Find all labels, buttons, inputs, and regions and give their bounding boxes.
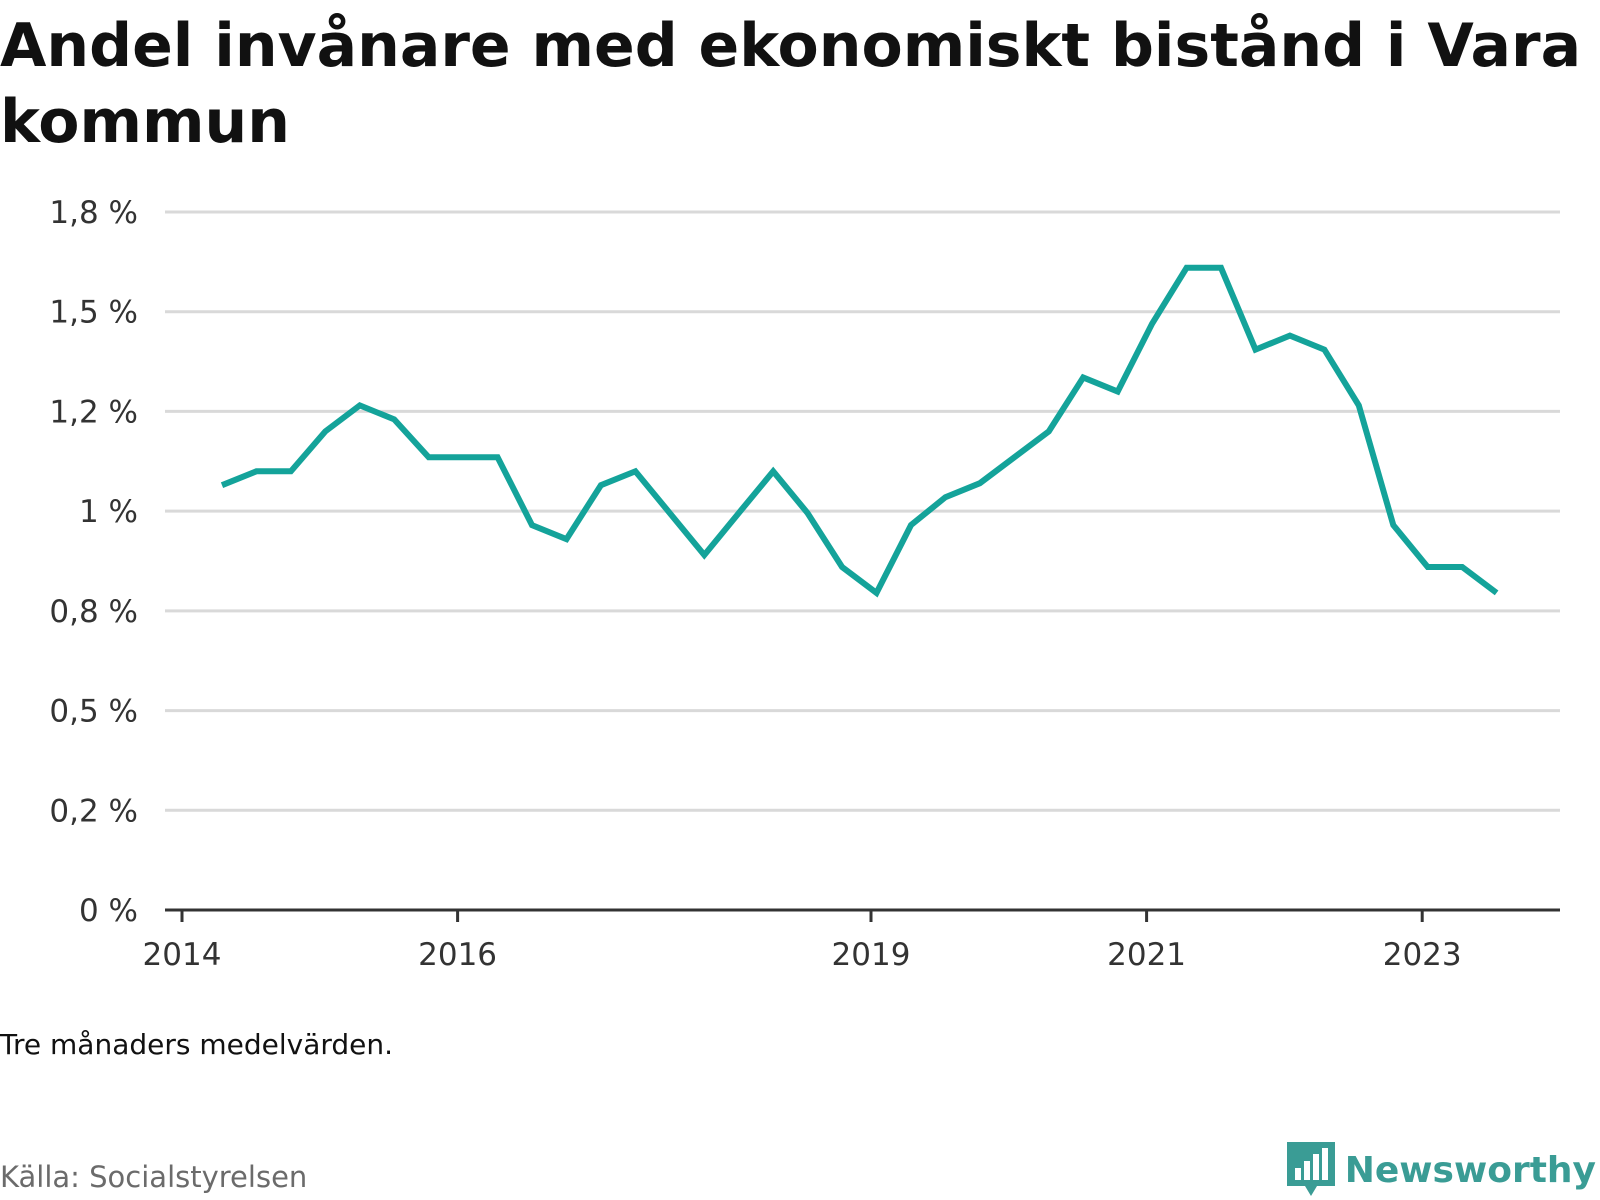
y-axis-tick-labels: 0 % 0,2 % 0,5 % 0,8 % 1 % 1,2 % 1,5 % 1,8 % [49, 195, 138, 929]
brand-logo[interactable]: Newsworthy [1286, 1142, 1596, 1198]
line-chart: 0 % 0,2 % 0,5 % 0,8 % 1 % 1,2 % 1,5 % 1,8 % 201… [49, 195, 1560, 973]
x-tick-label: 2023 [1383, 937, 1462, 973]
gridlines [165, 210, 1560, 812]
x-tick-label: 2019 [832, 937, 911, 973]
chart-title: Andel invånare med ekonomiskt bistånd i … [0, 11, 1582, 157]
series-lines [220, 264, 1499, 598]
x-tick-label: 2021 [1107, 937, 1186, 973]
brand-name: Newsworthy [1344, 1149, 1596, 1191]
y-tick-label: 1 % [79, 494, 138, 530]
y-tick-label: 1,2 % [49, 394, 138, 430]
y-tick-label: 0,8 % [49, 594, 138, 630]
y-tick-label: 0,5 % [49, 694, 138, 730]
y-tick-label: 0,2 % [49, 793, 138, 829]
source-text: Källa: Socialstyrelsen [0, 1160, 308, 1194]
series-line [220, 264, 1499, 598]
x-axis-ticks: 2014 2016 2019 2021 2023 [143, 910, 1462, 973]
x-tick-label: 2016 [418, 937, 497, 973]
y-tick-label: 1,8 % [49, 195, 138, 231]
y-tick-label: 0 % [79, 893, 138, 929]
chart-note: Tre månaders medelvärden. [0, 1028, 394, 1061]
x-tick-label: 2014 [143, 937, 222, 973]
newsworthy-logo-icon [1286, 1142, 1335, 1196]
y-tick-label: 1,5 % [49, 295, 138, 331]
